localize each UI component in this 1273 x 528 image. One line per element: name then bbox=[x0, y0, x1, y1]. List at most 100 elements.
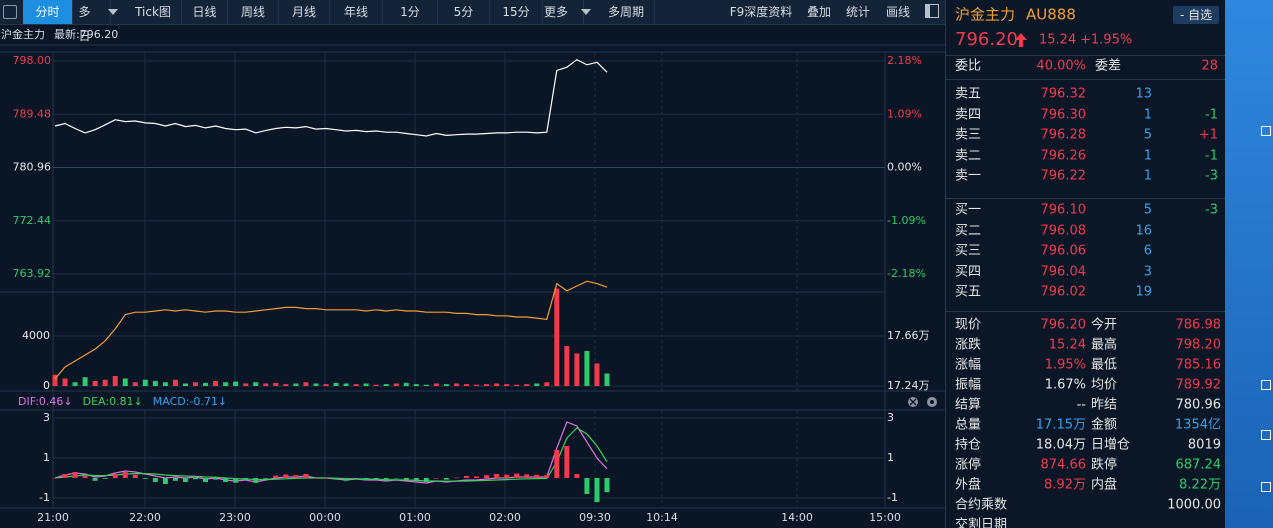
y-tick-label: 3 bbox=[43, 411, 50, 424]
stat-value: 1.95% bbox=[1044, 357, 1086, 373]
macd-bar bbox=[524, 474, 530, 478]
macd-bar bbox=[484, 475, 490, 478]
macd-bar bbox=[333, 478, 339, 480]
tab[interactable]: 周线 bbox=[228, 0, 279, 24]
stat-value: -- bbox=[1076, 397, 1086, 413]
price-line bbox=[54, 58, 608, 137]
stat-label: 合约乘数 bbox=[955, 497, 1008, 513]
stat-label: 均价 bbox=[1091, 377, 1118, 393]
toolbar: 分时 多日 Tick图 日线 周线 月线 年线 1分 5分 15分 更多 多周期 F9深度资料 叠加 统计 画… bbox=[0, 0, 945, 43]
layout-icon[interactable] bbox=[3, 5, 17, 19]
volume-bar bbox=[574, 353, 580, 386]
stat-value: 785.16 bbox=[1175, 357, 1222, 373]
y-tick-label: 763.92 bbox=[13, 267, 52, 280]
macd-bar bbox=[102, 478, 108, 479]
macd-bar bbox=[112, 474, 118, 478]
panel-toggle[interactable] bbox=[925, 4, 939, 18]
tab[interactable]: 多日 bbox=[73, 0, 111, 43]
strip-icon[interactable] bbox=[1261, 430, 1271, 440]
macd-bar bbox=[594, 478, 600, 502]
book-label: 卖一 bbox=[955, 168, 982, 184]
volume-bar bbox=[263, 383, 269, 386]
volume-bar bbox=[122, 378, 128, 386]
book-price: 796.10 bbox=[1040, 202, 1087, 218]
tab[interactable]: 年线 bbox=[330, 0, 383, 24]
volume-bar bbox=[433, 383, 439, 386]
book-volume: 19 bbox=[1135, 284, 1152, 300]
strip-icon[interactable] bbox=[1261, 380, 1271, 390]
tool[interactable]: 画线 bbox=[885, 5, 910, 19]
tool[interactable]: F9深度资料 bbox=[729, 5, 793, 19]
tab[interactable]: Tick图 bbox=[125, 0, 182, 24]
stat-value: 789.92 bbox=[1175, 377, 1222, 393]
stat-label: 涨幅 bbox=[955, 357, 982, 373]
tool[interactable]: 统计 bbox=[845, 5, 870, 19]
tab[interactable]: 多周期 bbox=[598, 0, 655, 24]
volume-bar bbox=[213, 381, 219, 386]
volume-bar bbox=[383, 384, 389, 386]
stat-value: 18.04万 bbox=[1035, 437, 1086, 453]
macd-bar bbox=[373, 478, 379, 480]
volume-bar bbox=[554, 288, 560, 386]
open-interest-line bbox=[54, 280, 608, 380]
book-label: 买一 bbox=[955, 202, 982, 218]
info-name: 沪金主力 bbox=[1, 27, 45, 41]
info-latest: 最新:796.20 bbox=[54, 27, 118, 41]
volume-bar bbox=[273, 382, 279, 386]
stat-label: 涨跌 bbox=[955, 337, 982, 353]
volume-bar bbox=[142, 379, 148, 386]
macd-bar bbox=[303, 474, 309, 478]
macd-bar bbox=[393, 478, 399, 479]
macd-bar bbox=[72, 472, 78, 478]
book-price: 796.28 bbox=[1040, 127, 1087, 143]
time-label: 10:14 bbox=[646, 511, 678, 524]
macd-bar bbox=[353, 478, 359, 479]
tab[interactable]: 5分 bbox=[438, 0, 490, 24]
tab[interactable]: 1分 bbox=[383, 0, 438, 24]
strip-icon[interactable] bbox=[1261, 482, 1271, 492]
macd-bar bbox=[62, 474, 68, 478]
book-price: 796.30 bbox=[1040, 107, 1087, 122]
y2-tick-label: 17.24万 bbox=[887, 379, 930, 392]
time-label: 02:00 bbox=[489, 511, 521, 524]
y2-tick-label: -1.09% bbox=[887, 214, 926, 227]
macd-bar bbox=[413, 478, 419, 482]
side-strip bbox=[1225, 0, 1273, 528]
legend-entry: DEA:0.81↓ bbox=[83, 395, 143, 408]
strip-icon[interactable] bbox=[1261, 126, 1271, 136]
volume-bar bbox=[82, 377, 88, 386]
y2-tick-label: 1.09% bbox=[887, 107, 922, 120]
volume-bar bbox=[162, 382, 168, 386]
watch-button[interactable]: - 自选 bbox=[1173, 6, 1220, 24]
tool[interactable]: 叠加 bbox=[806, 5, 831, 19]
y-tick-label: 798.00 bbox=[13, 54, 52, 67]
volume-bar bbox=[514, 384, 520, 386]
macd-bar bbox=[92, 478, 98, 481]
stat-value: 8.92万 bbox=[1044, 477, 1086, 493]
tab[interactable]: 分时 bbox=[23, 0, 73, 24]
tab[interactable]: 月线 bbox=[279, 0, 330, 24]
y2-tick-label: -2.18% bbox=[887, 267, 926, 280]
book-label: 买三 bbox=[955, 243, 982, 259]
stat-label: 今开 bbox=[1091, 317, 1118, 333]
tab[interactable]: 15分 bbox=[490, 0, 543, 24]
stat-label: 涨停 bbox=[955, 457, 982, 473]
quote-change-pct: +1.95% bbox=[1080, 32, 1133, 48]
up-arrow-stem bbox=[1019, 40, 1023, 47]
stat-label: 结算 bbox=[955, 397, 982, 413]
book-price: 796.06 bbox=[1040, 243, 1087, 259]
tab[interactable]: 更多 bbox=[543, 0, 584, 24]
macd-bar bbox=[162, 478, 168, 484]
tab[interactable]: 日线 bbox=[182, 0, 228, 24]
macd-bar bbox=[443, 478, 449, 480]
y2-tick-label: 17.66万 bbox=[887, 329, 930, 342]
volume-bar bbox=[474, 384, 480, 386]
stat-label: 持仓 bbox=[955, 437, 982, 453]
time-label: 15:00 bbox=[869, 511, 901, 524]
volume-bar bbox=[283, 384, 289, 386]
macd-bar bbox=[574, 474, 580, 478]
macd-bar bbox=[423, 478, 429, 482]
macd-bar bbox=[463, 476, 469, 478]
macd-bar bbox=[564, 446, 570, 478]
